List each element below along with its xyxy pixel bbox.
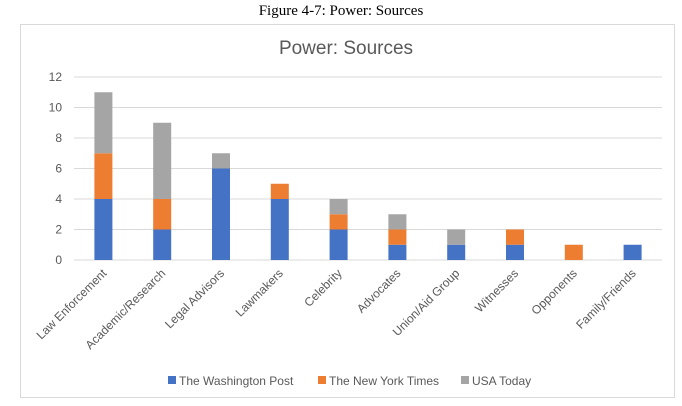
bar-segment: [329, 214, 348, 230]
y-tick-label: 10: [49, 101, 63, 115]
x-tick-label: Lawmakers: [233, 266, 286, 319]
bar-segment: [447, 244, 466, 260]
x-tick-label: Family/Friends: [573, 266, 639, 332]
x-tick-label: Legal Advisors: [162, 266, 227, 331]
bar-segment: [329, 229, 348, 260]
bar-segment: [270, 199, 289, 260]
bar-segment: [94, 92, 113, 154]
bar-segment: [153, 122, 172, 199]
legend-label: The Washington Post: [179, 374, 294, 388]
x-tick-label: Celebrity: [301, 266, 344, 309]
y-tick-label: 4: [55, 192, 62, 206]
legend-swatch: [461, 376, 469, 384]
x-tick-label: Witnesses: [472, 266, 521, 315]
bar-segment: [329, 199, 348, 215]
y-tick-label: 8: [55, 131, 62, 145]
bar-segment: [153, 199, 172, 230]
bar-segment: [447, 229, 466, 245]
bar-segment: [94, 199, 113, 260]
bar-segment: [212, 153, 230, 169]
legend-swatch: [318, 376, 326, 384]
bar-segment: [388, 214, 407, 230]
chart-title: Power: Sources: [279, 38, 413, 59]
bar-segment: [388, 229, 407, 245]
bar-segment: [388, 244, 407, 260]
bar-segment: [623, 244, 642, 260]
y-tick-label: 0: [55, 253, 62, 267]
legend-label: USA Today: [472, 374, 531, 388]
x-tick-label: Advocates: [354, 266, 404, 316]
legend-label: The New York Times: [329, 374, 439, 388]
bar-segment: [153, 229, 172, 260]
chart-container: [20, 24, 675, 398]
bar-segment: [94, 153, 113, 199]
bar-segment: [564, 244, 583, 260]
y-tick-label: 12: [49, 70, 63, 84]
figure-caption: Figure 4-7: Power: Sources: [258, 3, 424, 19]
bar-segment: [506, 229, 524, 245]
bar-segment: [212, 168, 230, 260]
y-tick-label: 2: [55, 223, 62, 237]
bar-segment: [270, 183, 289, 199]
y-tick-label: 6: [55, 162, 62, 176]
x-tick-label: Opponents: [529, 266, 580, 317]
legend-swatch: [168, 376, 176, 384]
bar-segment: [506, 244, 524, 260]
